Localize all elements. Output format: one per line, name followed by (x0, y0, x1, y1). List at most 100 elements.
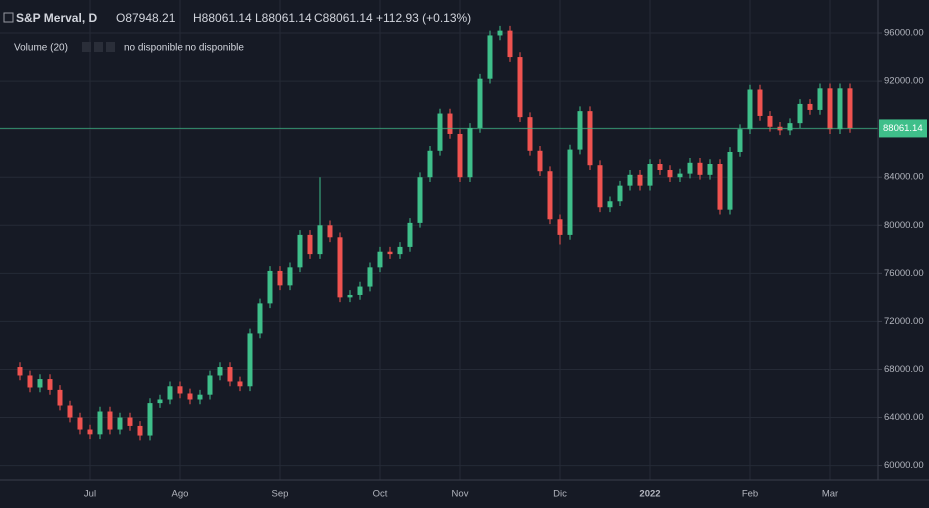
y-tick-label: 92000.00 (884, 76, 924, 87)
y-tick-label: 60000.00 (884, 460, 924, 471)
candle-body (687, 162, 693, 174)
candle-body (317, 225, 323, 255)
candle-body (167, 386, 173, 400)
candle-body (257, 303, 263, 334)
candle-body (677, 173, 683, 178)
icon[interactable] (94, 42, 103, 52)
icon[interactable] (106, 42, 115, 52)
candle-body (817, 88, 823, 110)
candle-body (547, 171, 553, 220)
candle-body (227, 367, 233, 382)
candle-body (507, 30, 513, 58)
candle-body (587, 111, 593, 166)
candle-body (97, 411, 103, 435)
candle-body (637, 174, 643, 186)
volume-status: no disponible (185, 43, 244, 54)
candle-body (737, 129, 743, 152)
candle-body (747, 89, 753, 130)
candle-body (77, 417, 83, 430)
candle-body (477, 78, 483, 128)
candle-body (107, 411, 113, 430)
ohlc-close: C88061.14 (314, 11, 373, 25)
change: +112.93 (+0.13%) (376, 11, 471, 25)
candle-body (137, 425, 143, 436)
candle-body (47, 379, 53, 390)
candle-body (647, 164, 653, 186)
x-tick-label: Nov (452, 489, 469, 500)
x-tick-label: Mar (822, 489, 838, 500)
candle-body (627, 174, 633, 186)
candle-body (157, 399, 163, 404)
volume-status: no disponible (124, 43, 183, 54)
candle-body (267, 270, 273, 304)
x-tick-label: Ago (172, 489, 189, 500)
candle-body (517, 57, 523, 118)
ohlc-low: L88061.14 (255, 11, 312, 25)
x-tick-label: Oct (373, 489, 388, 500)
candle-body (277, 270, 283, 286)
y-tick-label: 68000.00 (884, 364, 924, 375)
candle-body (367, 267, 373, 287)
candle-body (427, 150, 433, 178)
candle-body (287, 267, 293, 286)
y-tick-label: 84000.00 (884, 172, 924, 183)
candle-body (497, 30, 503, 36)
candle-body (177, 386, 183, 394)
candle-body (607, 201, 613, 208)
candle-body (837, 88, 843, 130)
x-tick-label: Dic (553, 489, 567, 500)
candle-body (207, 375, 213, 395)
candle-body (57, 389, 63, 406)
candle-body (567, 149, 573, 235)
candle-body (787, 123, 793, 131)
y-tick-label: 80000.00 (884, 220, 924, 231)
candle-body (557, 219, 563, 235)
candle-body (247, 333, 253, 387)
candle-body (467, 127, 473, 178)
candle-body (117, 417, 123, 430)
candle-body (327, 225, 333, 238)
candle-body (617, 185, 623, 202)
x-tick-label: Sep (272, 489, 289, 500)
candle-body (847, 88, 853, 129)
y-tick-label: 64000.00 (884, 412, 924, 423)
y-tick-label: 96000.00 (884, 28, 924, 39)
candle-body (87, 429, 93, 435)
candle-body (447, 113, 453, 134)
collapse-icon[interactable] (3, 12, 14, 23)
x-tick-label: Feb (742, 489, 758, 500)
x-tick-label: Jul (84, 489, 96, 500)
candle-body (237, 381, 243, 387)
x-tick-label: 2022 (639, 489, 660, 500)
candle-body (727, 151, 733, 210)
price-label: 88061.14 (883, 123, 923, 134)
candle-body (597, 165, 603, 208)
candle-body (387, 251, 393, 255)
volume-label[interactable]: Volume (20) (14, 43, 68, 54)
candle-body (197, 394, 203, 400)
y-tick-label: 76000.00 (884, 268, 924, 279)
candle-body (767, 115, 773, 127)
candle-body (187, 393, 193, 400)
symbol[interactable]: S&P Merval, D (16, 11, 97, 25)
candle-body (377, 251, 383, 268)
candle-body (457, 133, 463, 178)
candle-body (827, 88, 833, 130)
candle-body (417, 177, 423, 223)
candle-body (527, 117, 533, 151)
candle-body (657, 164, 663, 171)
candle-body (797, 103, 803, 124)
candle-body (217, 367, 223, 376)
candle-body (707, 164, 713, 175)
candle-body (717, 164, 723, 210)
icon[interactable] (82, 42, 91, 52)
candle-body (667, 170, 673, 178)
candle-body (67, 405, 73, 418)
grid (0, 0, 878, 480)
candle-body (357, 286, 363, 295)
candle-body (537, 150, 543, 172)
candle-body (807, 103, 813, 110)
